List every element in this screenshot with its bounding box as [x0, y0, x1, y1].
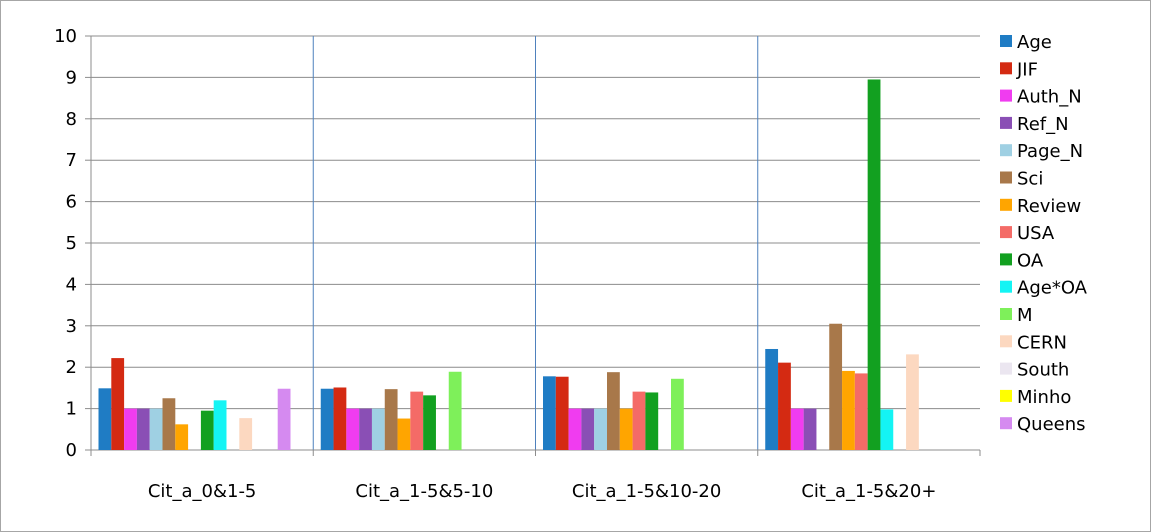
legend-swatch [1000, 171, 1012, 184]
legend-swatch [1000, 362, 1012, 375]
x-tick-labels: Cit_a_0&1-5 Cit_a_1-5&5-10 Cit_a_1-5&10-20… [148, 481, 937, 502]
legend: Age JIF Auth_N Ref_N Page_N Sci Review USA OA Age… [1000, 32, 1088, 435]
y-tick-labels: 0 1 2 3 4 5 6 7 8 9 10 [54, 26, 77, 461]
bar-sci-3 [607, 372, 620, 450]
bar-age-2 [320, 388, 334, 450]
legend-swatch [1000, 389, 1012, 402]
legend-swatch [1000, 280, 1012, 293]
bar-auth-n-1 [124, 408, 137, 450]
legend-label: OA [1017, 250, 1044, 271]
legend-swatch [1000, 226, 1012, 239]
bars [98, 79, 919, 450]
bar-age-1 [98, 388, 112, 450]
bar-review-4 [842, 370, 855, 450]
y-tick-label: 10 [54, 26, 77, 47]
legend-swatch [1000, 417, 1012, 430]
x-tick-label: Cit_a_1-5&10-20 [572, 481, 721, 502]
bar-oa-4 [867, 79, 881, 450]
y-tick-label: 9 [66, 67, 77, 88]
y-tick-label: 6 [66, 192, 77, 213]
x-tick-label: Cit_a_0&1-5 [148, 481, 257, 502]
bar-age-oa-4 [880, 409, 894, 450]
bar-age-4 [765, 348, 779, 450]
legend-label: CERN [1017, 332, 1067, 353]
legend-label: Page_N [1017, 141, 1083, 162]
bar-age-3 [543, 376, 556, 450]
bar-usa-2 [410, 391, 424, 450]
bar-ref-n-1 [136, 408, 150, 450]
y-tick-label: 5 [66, 233, 77, 254]
legend-swatch [1000, 253, 1012, 266]
bar-review-1 [175, 424, 189, 450]
legend-label: Queens [1017, 414, 1086, 435]
legend-swatch [1000, 89, 1012, 102]
y-tick-label: 4 [66, 274, 77, 295]
y-tick-label: 1 [66, 399, 77, 420]
x-tick-label: Cit_a_1-5&5-10 [355, 481, 493, 502]
bar-jif-1 [111, 358, 125, 450]
y-tick-label: 3 [66, 316, 77, 337]
legend-label: South [1017, 360, 1069, 381]
bar-ref-n-2 [359, 408, 372, 450]
legend-label: Ref_N [1017, 114, 1069, 135]
bar-oa-2 [423, 395, 436, 450]
legend-swatch [1000, 144, 1012, 157]
y-tick-label: 0 [66, 440, 77, 461]
bar-jif-4 [778, 362, 791, 450]
legend-label: Minho [1017, 387, 1071, 408]
bar-review-2 [397, 418, 411, 450]
y-tick-label: 8 [66, 109, 77, 130]
x-tick-label: Cit_a_1-5&20+ [801, 481, 936, 502]
legend-label: Auth_N [1017, 87, 1082, 108]
bar-ref-n-3 [581, 408, 595, 450]
legend-swatch [1000, 116, 1012, 129]
bar-page-n-2 [371, 408, 385, 450]
legend-swatch [1000, 308, 1012, 320]
bar-auth-n-4 [790, 408, 804, 450]
legend-label: Age [1017, 32, 1052, 53]
bar-auth-n-3 [568, 408, 582, 450]
bar-sci-4 [829, 323, 843, 450]
bar-jif-3 [555, 376, 569, 450]
bar-page-n-3 [594, 408, 607, 450]
legend-label: JIF [1016, 59, 1038, 80]
bar-m-3 [671, 378, 684, 450]
legend-label: Review [1017, 196, 1081, 217]
legend-swatch [1000, 62, 1012, 75]
legend-label: USA [1017, 223, 1055, 244]
bar-sci-1 [162, 398, 176, 450]
bar-page-n-1 [149, 408, 163, 450]
legend-swatch [1000, 35, 1012, 47]
legend-label: Sci [1017, 169, 1043, 190]
bar-auth-n-2 [346, 408, 360, 450]
bar-review-3 [619, 408, 633, 450]
bar-jif-2 [333, 387, 347, 450]
y-tick-label: 7 [66, 150, 77, 171]
legend-swatch [1000, 198, 1012, 211]
bar-usa-3 [632, 391, 646, 450]
bar-cern-1 [239, 418, 253, 450]
legend-label: Age*OA [1017, 278, 1088, 299]
legend-swatch [1000, 335, 1012, 348]
bar-oa-1 [200, 410, 214, 450]
bar-m-2 [448, 371, 462, 450]
y-tick-label: 2 [66, 357, 77, 378]
bar-ref-n-4 [803, 408, 817, 450]
bar-oa-3 [645, 392, 659, 450]
bar-queens-1 [277, 388, 291, 450]
bar-sci-2 [384, 389, 398, 450]
legend-label: M [1017, 305, 1033, 326]
bar-age-oa-1 [213, 400, 227, 450]
bar-cern-4 [906, 354, 919, 450]
bar-usa-4 [854, 373, 868, 450]
